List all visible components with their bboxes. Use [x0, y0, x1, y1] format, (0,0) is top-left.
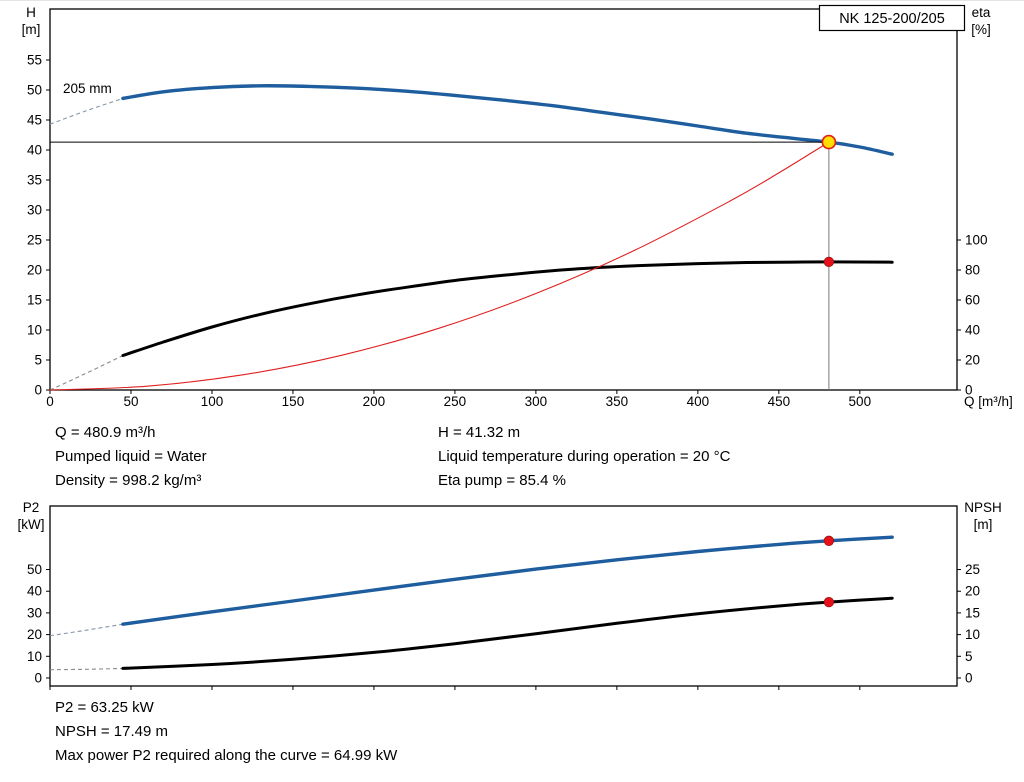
- y-left-axis-name: H: [26, 5, 36, 20]
- y-left-axis-name: P2: [23, 500, 40, 515]
- y-right-axis-unit: [m]: [974, 517, 993, 532]
- y-left-tick-label: 0: [34, 383, 42, 398]
- y-left-tick-label: 45: [27, 113, 42, 128]
- npsh-curve-lead: [49, 667, 123, 671]
- p2-info: P2 = 63.25 kW: [55, 699, 154, 716]
- y-left-tick-label: 20: [27, 627, 42, 642]
- x-tick-label: 150: [282, 394, 305, 409]
- y-left-tick-label: 30: [27, 605, 42, 620]
- npsh-curve: [121, 596, 894, 670]
- liquid-info: Pumped liquid = Water: [55, 448, 207, 465]
- y-right-tick-label: 80: [965, 263, 980, 278]
- y-left-tick-label: 10: [27, 323, 42, 338]
- y-left-tick-label: 35: [27, 173, 42, 188]
- y-right-tick-label: 5: [965, 649, 973, 664]
- y-left-tick-label: 0: [34, 670, 42, 685]
- y-right-axis-unit: [%]: [971, 22, 991, 37]
- y-right-tick-label: 0: [965, 383, 973, 398]
- y-left-tick-label: 40: [27, 584, 42, 599]
- y-right-axis-name: NPSH: [964, 500, 1002, 515]
- x-tick-label: 500: [849, 394, 872, 409]
- y-left-tick-label: 10: [27, 649, 42, 664]
- y-left-tick-label: 30: [27, 203, 42, 218]
- y-right-tick-label: 15: [965, 605, 980, 620]
- y-left-axis-unit: [m]: [22, 22, 41, 37]
- head-curve-205mm: [121, 84, 894, 156]
- y-left-tick-label: 25: [27, 233, 42, 248]
- x-tick-label: 200: [363, 394, 386, 409]
- head-curve-205mm-lead: [49, 97, 124, 125]
- pump-name: NK 125-200/205: [839, 11, 945, 27]
- operating-point-info-right: H = 41.32 m Liquid temperature during op…: [438, 421, 730, 493]
- y-left-tick-label: 5: [34, 353, 42, 368]
- y-right-tick-label: 25: [965, 562, 980, 577]
- system-curve: [49, 141, 830, 391]
- x-tick-label: 300: [525, 394, 548, 409]
- operating-point-info-left: Q = 480.9 m³/h Pumped liquid = Water Den…: [55, 421, 207, 493]
- y-left-tick-label: 15: [27, 293, 42, 308]
- npsh-duty-marker: [823, 596, 835, 608]
- y-left-tick-label: 20: [27, 263, 42, 278]
- x-tick-label: 450: [768, 394, 791, 409]
- p2-duty-marker: [823, 535, 835, 546]
- temperature-info: Liquid temperature during operation = 20…: [438, 448, 731, 465]
- efficiency-curve-lead: [49, 355, 124, 391]
- y-left-tick-label: 50: [27, 83, 42, 98]
- y-right-tick-label: 40: [965, 323, 980, 338]
- p2-curve: [121, 535, 894, 626]
- y-right-tick-label: 20: [965, 584, 980, 599]
- y-right-tick-label: 100: [965, 233, 988, 248]
- curve-size-label: 205 mm: [63, 81, 112, 96]
- pump-title-box: [818, 4, 966, 32]
- qh-eta-chart: 0 50 100 150 200 250 300 350 400 450 500 Q [m³/h]05…: [22, 4, 1013, 409]
- x-tick-label: 250: [444, 394, 467, 409]
- x-tick-label: 0: [46, 394, 54, 409]
- head-info: H = 41.32 m: [438, 424, 521, 441]
- x-tick-label: 400: [687, 394, 710, 409]
- power-npsh-info: P2 = 63.25 kW NPSH = 17.49 m Max power P…: [55, 696, 397, 768]
- y-left-tick-label: 55: [27, 53, 42, 68]
- y-right-tick-label: 10: [965, 627, 980, 642]
- npsh-info: NPSH = 17.49 m: [55, 723, 168, 740]
- y-left-tick-label: 40: [27, 143, 42, 158]
- x-tick-label: 350: [606, 394, 629, 409]
- eta-pump-info: Eta pump = 85.4 %: [438, 472, 566, 489]
- max-power-info: Max power P2 required along the curve = …: [55, 747, 398, 764]
- y-left-axis-unit: [kW]: [18, 517, 45, 532]
- y-right-tick-label: 60: [965, 293, 980, 308]
- qh-plot-frame: [49, 8, 958, 391]
- y-right-tick-label: 0: [965, 670, 973, 685]
- p2npsh-plot-frame: [49, 505, 958, 687]
- y-left-tick-label: 50: [27, 562, 42, 577]
- x-tick-label: 50: [123, 394, 138, 409]
- density-info: Density = 998.2 kg/m³: [55, 472, 202, 489]
- x-tick-label: 100: [201, 394, 224, 409]
- flow-info: Q = 480.9 m³/h: [55, 424, 156, 441]
- efficiency-curve: [121, 260, 894, 357]
- p2-curve-lead: [49, 623, 123, 637]
- y-right-tick-label: 20: [965, 353, 980, 368]
- p2-npsh-chart: 0 10 20 30 40 50 0 5 10 15 20 25 P2 [kW] NPSH [m]: [18, 500, 1002, 690]
- y-right-axis-name: eta: [972, 5, 991, 20]
- duty-point-marker: [821, 134, 837, 150]
- eta-duty-marker: [823, 256, 835, 268]
- x-axis-title: Q [m³/h]: [964, 394, 1013, 409]
